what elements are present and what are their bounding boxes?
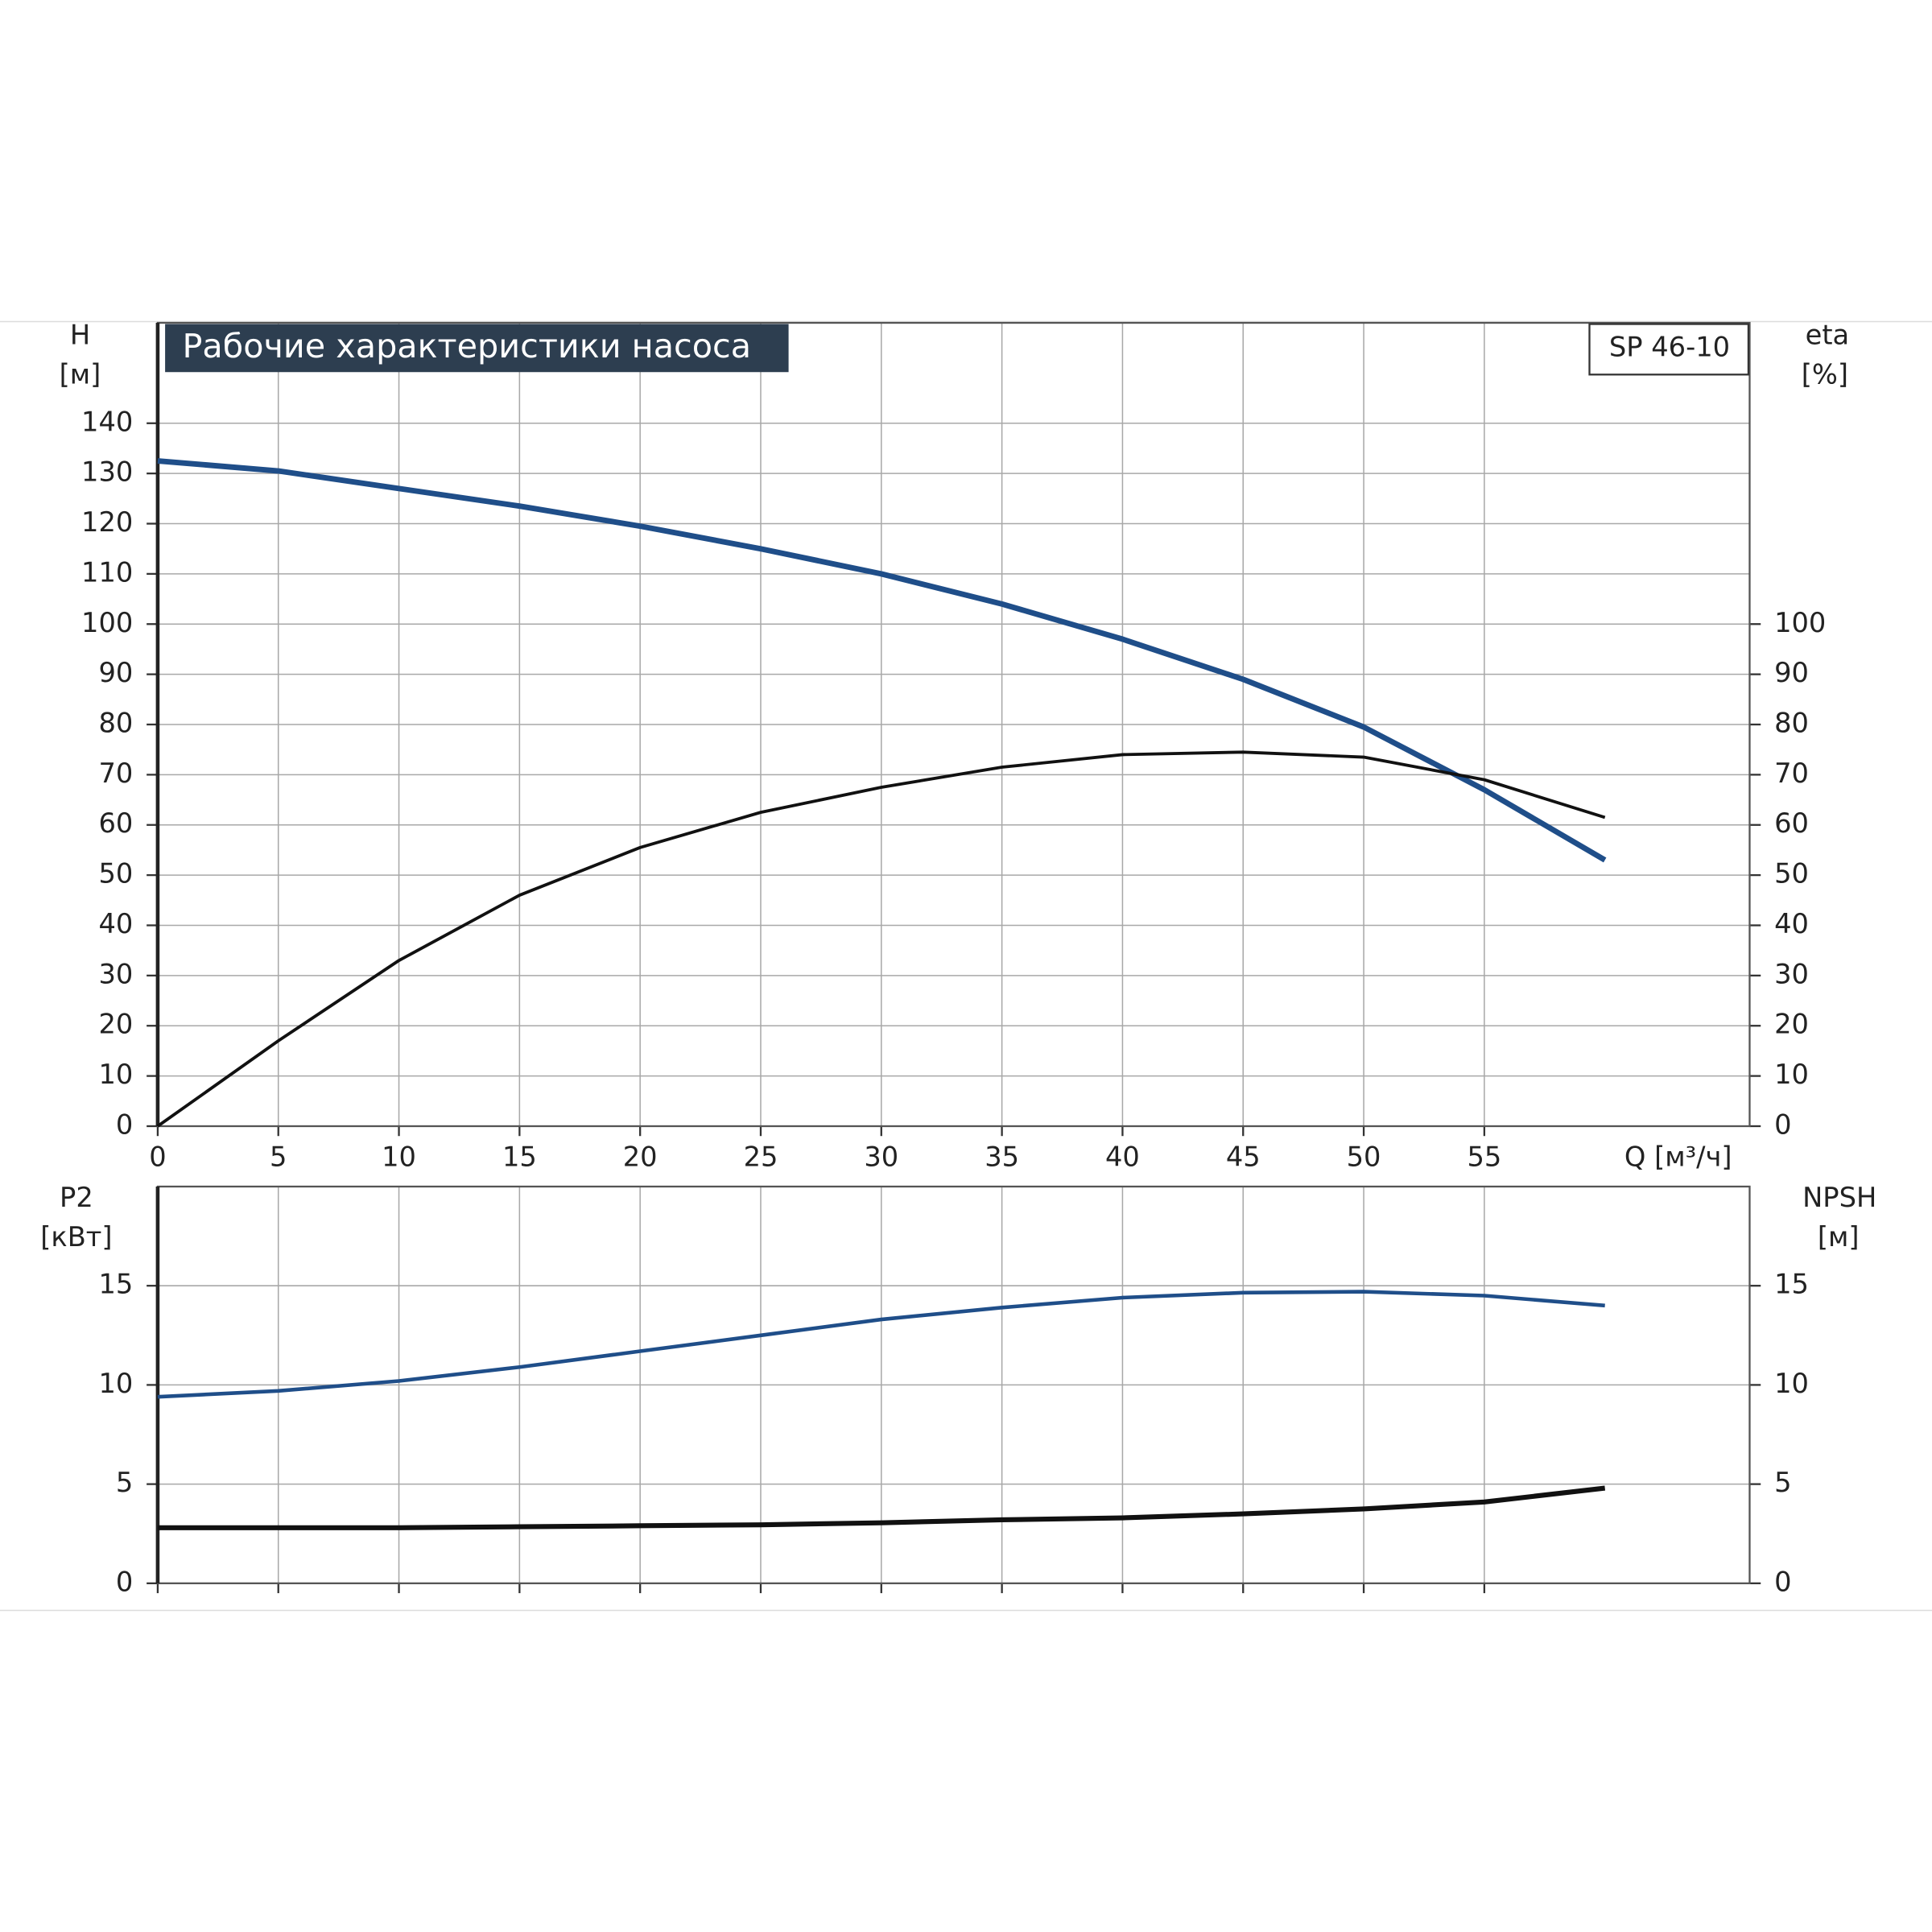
y2-tick-label: 20 [1774, 1009, 1809, 1040]
y2-tick-label: 50 [1774, 858, 1809, 890]
y2-tick-label: 15 [1774, 1269, 1809, 1300]
y-tick-label: 100 [81, 607, 133, 638]
x-tick-label: 25 [744, 1141, 778, 1172]
y-tick-label: 90 [98, 657, 133, 688]
plots: 0 5 10 15 20 25 30 35 40 45 50 55010203040506070809… [81, 321, 1826, 1597]
y2-tick-label: 30 [1774, 958, 1809, 989]
y-tick-label: 110 [81, 556, 133, 588]
y2-tick-label: 100 [1774, 607, 1826, 638]
y-tick-label: 80 [98, 708, 133, 739]
x-tick-label: 40 [1105, 1141, 1140, 1172]
chart-title: Рабочие характеристики насоса [183, 327, 752, 365]
y-tick-label: 120 [81, 506, 133, 538]
y2-tick-label: 60 [1774, 807, 1809, 839]
y2-axis-label: eta [1806, 319, 1850, 350]
y-tick-label: 70 [98, 758, 133, 789]
y2-tick-label: 90 [1774, 657, 1809, 688]
y-axis-unit: [м] [60, 358, 101, 390]
x-tick-label: 45 [1226, 1141, 1261, 1172]
y-tick-label: 10 [98, 1059, 133, 1090]
y2-axis-unit: [%] [1802, 358, 1848, 390]
y-tick-label: 0 [116, 1566, 133, 1597]
x-tick-label: 10 [382, 1141, 416, 1172]
y2-tick-label: 0 [1774, 1566, 1791, 1597]
x-tick-label: 50 [1347, 1141, 1381, 1172]
series-line [157, 1485, 1606, 1530]
y-tick-label: 0 [116, 1108, 133, 1140]
y2-tick-label: 5 [1774, 1467, 1791, 1498]
series-line [157, 1290, 1605, 1399]
x-axis-label: Q [м³/ч] [1624, 1141, 1732, 1172]
x-tick-label: 0 [149, 1141, 166, 1172]
y-tick-label: 130 [81, 456, 133, 488]
y-tick-label: 10 [98, 1368, 133, 1399]
x-tick-label: 55 [1467, 1141, 1501, 1172]
y-tick-label: 5 [116, 1467, 133, 1498]
y2-tick-label: 10 [1774, 1368, 1809, 1399]
x-tick-label: 5 [270, 1141, 287, 1172]
title-box [165, 324, 789, 373]
x-tick-label: 20 [623, 1141, 658, 1172]
series-line [156, 750, 1606, 1128]
y-axis-label: H [70, 319, 90, 350]
y-tick-label: 60 [98, 807, 133, 839]
y-tick-label: 140 [81, 406, 133, 437]
y-tick-label: 15 [98, 1269, 133, 1300]
y-tick-label: 40 [98, 908, 133, 939]
y-tick-label: 30 [98, 958, 133, 989]
x-tick-label: 30 [864, 1141, 898, 1172]
y-tick-label: 20 [98, 1009, 133, 1040]
y2-tick-label: 40 [1774, 908, 1809, 939]
y-axis-label: P2 [60, 1182, 93, 1213]
y-tick-label: 50 [98, 858, 133, 890]
x-tick-label: 35 [985, 1141, 1019, 1172]
series-line [157, 458, 1607, 863]
model-label: SP 46-10 [1609, 332, 1730, 363]
y2-tick-label: 70 [1774, 758, 1809, 789]
x-tick-label: 15 [502, 1141, 537, 1172]
y2-tick-label: 10 [1774, 1059, 1809, 1090]
y2-axis-unit: [м] [1818, 1221, 1860, 1253]
y2-tick-label: 80 [1774, 708, 1809, 739]
y-axis-unit: [кВт] [40, 1221, 112, 1253]
y2-tick-label: 0 [1774, 1108, 1791, 1140]
y2-axis-label: NPSH [1802, 1182, 1876, 1213]
model-box [1588, 323, 1750, 376]
